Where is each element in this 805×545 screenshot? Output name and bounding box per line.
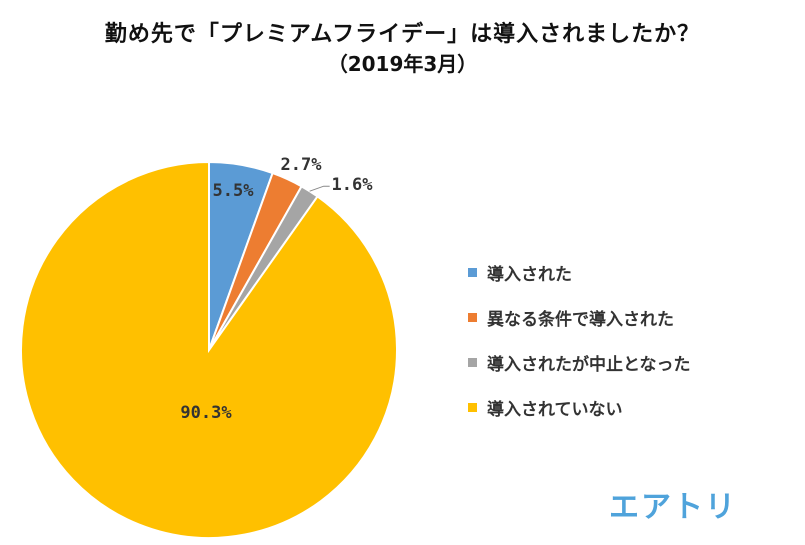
legend-label: 導入されたが中止となった — [487, 354, 691, 375]
data-label: 2.7% — [281, 155, 323, 175]
chart-subtitle: （2019年3月） — [327, 52, 478, 76]
legend-swatch — [468, 402, 477, 412]
chart-title: 勤め先で「プレミアムフライデー」は導入されましたか？ — [104, 22, 701, 47]
legend-label: 導入されていない — [487, 399, 623, 420]
legend-item: 導入されていない — [468, 393, 691, 421]
legend-item: 導入されたが中止となった — [468, 348, 691, 376]
legend-label: 導入された — [487, 264, 572, 285]
legend-item: 導入された — [468, 258, 691, 286]
brand-logo: エアトリ — [609, 490, 737, 525]
legend-swatch — [468, 267, 477, 277]
legend-item: 異なる条件で導入された — [468, 303, 691, 331]
leader-line — [309, 185, 330, 192]
data-label: 1.6% — [332, 175, 374, 195]
legend-label: 異なる条件で導入された — [487, 309, 674, 330]
legend-swatch — [468, 357, 477, 367]
data-label: 5.5% — [213, 181, 255, 201]
pie-slice — [20, 160, 398, 539]
chart-legend: 導入された異なる条件で導入された 導入されたが中止となった 導入されていない — [468, 258, 691, 438]
legend-swatch — [468, 312, 477, 322]
data-label: 90.3% — [180, 403, 232, 423]
